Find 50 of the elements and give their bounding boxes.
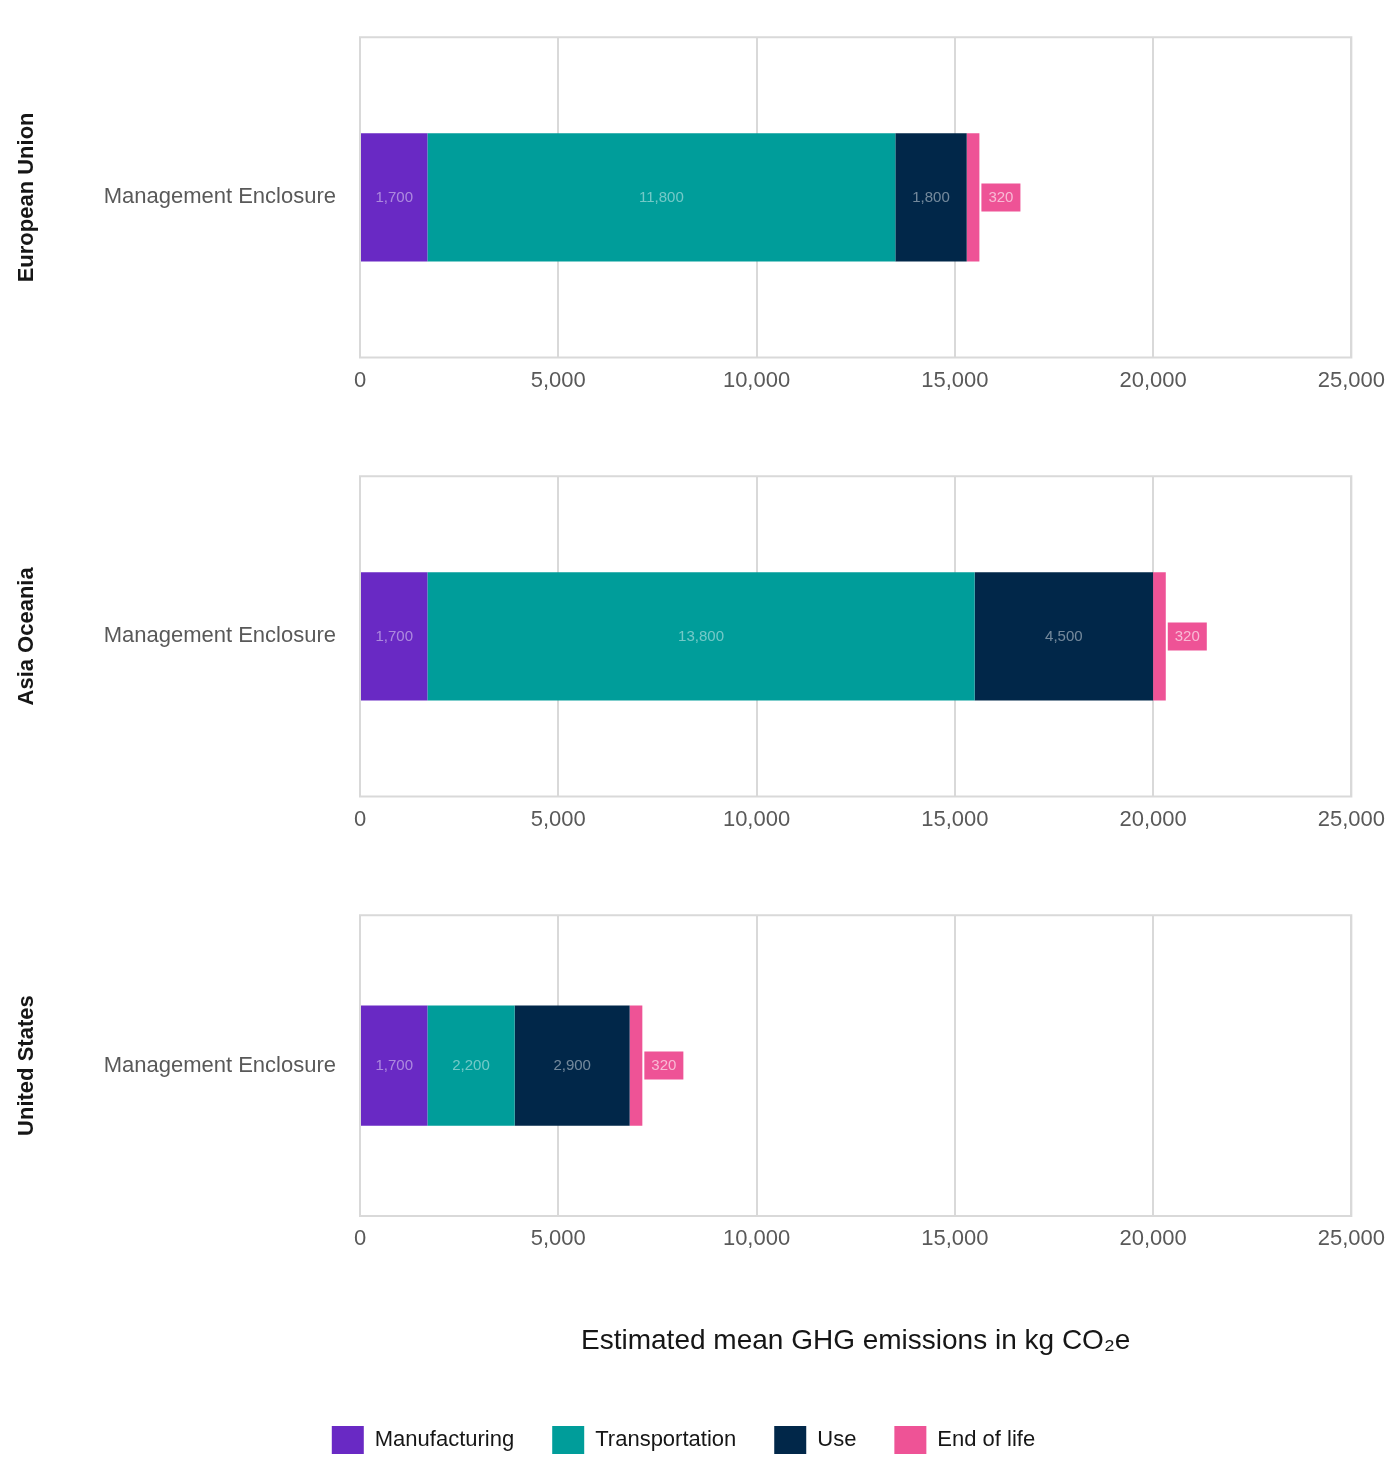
x-tick-label: 15,000: [921, 805, 989, 831]
data-label: 4,500: [1045, 626, 1083, 644]
x-axis-title: Estimated mean GHG emissions in kg CO₂e: [581, 1323, 1131, 1355]
x-tick-label: 5,000: [530, 805, 586, 831]
x-tick-label: 0: [353, 366, 367, 392]
data-label: 320: [988, 187, 1014, 205]
data-label: 320: [651, 1055, 677, 1073]
y-tick-label: Management Enclosure: [103, 183, 336, 209]
y-tick-label: Management Enclosure: [103, 1051, 336, 1077]
x-tick-label: 20,000: [1119, 805, 1187, 831]
bar: [361, 572, 428, 701]
y-axis-title: United States: [13, 995, 39, 1136]
data-label: 11,800: [638, 187, 684, 205]
data-label: 320: [1174, 626, 1200, 644]
x-tick-label: 15,000: [921, 366, 989, 392]
data-label: 1,700: [375, 626, 413, 644]
bar: [895, 133, 967, 262]
legend-label: Transportation: [595, 1426, 737, 1452]
x-tick-label: 10,000: [722, 366, 791, 392]
data-label: 2,900: [553, 1055, 591, 1073]
x-tick-label: 10,000: [722, 805, 791, 831]
x-tick-label: 5,000: [530, 1225, 586, 1251]
data-label: 2,200: [452, 1055, 490, 1073]
x-tick-label: 20,000: [1119, 366, 1187, 392]
data-label: 1,800: [912, 187, 950, 205]
bar: [514, 1005, 630, 1126]
y-axis-title: Asia Oceania: [13, 566, 39, 706]
data-label: 1,700: [375, 1055, 413, 1073]
x-tick-label: 0: [353, 805, 367, 831]
x-tick-label: 15,000: [921, 1225, 989, 1251]
bar: [427, 133, 896, 262]
legend-label: Manufacturing: [374, 1426, 515, 1452]
bar: [427, 572, 975, 701]
x-tick-label: 10,000: [722, 1225, 791, 1251]
x-tick-label: 25,000: [1317, 366, 1385, 392]
legend-label: End of life: [937, 1426, 1036, 1452]
y-tick-label: Management Enclosure: [103, 622, 336, 648]
bar: [361, 133, 428, 262]
data-label: 1,700: [375, 187, 413, 205]
bar: [361, 1005, 428, 1126]
x-tick-label: 25,000: [1317, 1225, 1385, 1251]
legend-label: Use: [817, 1426, 857, 1452]
data-label: 13,800: [678, 626, 724, 644]
bar: [427, 1005, 515, 1126]
x-tick-label: 0: [353, 1225, 367, 1251]
x-tick-label: 5,000: [530, 366, 586, 392]
y-axis-title: European Union: [13, 112, 39, 283]
bar: [974, 572, 1154, 701]
x-tick-label: 25,000: [1317, 805, 1385, 831]
x-tick-label: 20,000: [1119, 1225, 1187, 1251]
